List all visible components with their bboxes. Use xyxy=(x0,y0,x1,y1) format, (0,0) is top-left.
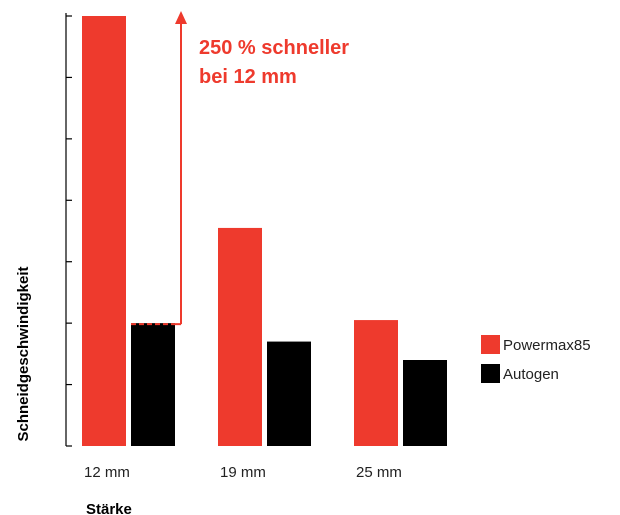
bar-autogen-12mm xyxy=(131,323,175,446)
bar-powermax85-19mm xyxy=(218,227,262,446)
annotation-arrowhead xyxy=(175,11,187,24)
bar-autogen-19mm xyxy=(267,341,311,446)
annotation-layer: 250 % schneller bei 12 mm xyxy=(131,11,349,326)
legend-swatch-autogen xyxy=(481,364,500,383)
x-tick-label: 25 mm xyxy=(356,464,402,481)
bar-powermax85-12mm xyxy=(82,16,126,446)
x-tick-label: 12 mm xyxy=(84,464,130,481)
bars-layer xyxy=(82,16,447,446)
bar-powermax85-25mm xyxy=(354,320,398,446)
legend-label-powermax85: Powermax85 xyxy=(503,337,591,354)
axis-layer: 12 mm 19 mm 25 mm xyxy=(65,13,402,481)
annotation-text-line: bei 12 mm xyxy=(199,66,297,88)
legend-swatch-powermax85 xyxy=(481,335,500,354)
bar-autogen-25mm xyxy=(403,360,447,446)
x-axis-title: Stärke xyxy=(86,501,132,515)
legend-label-autogen: Autogen xyxy=(503,366,559,383)
x-tick-label: 19 mm xyxy=(220,464,266,481)
annotation-text-line: 250 % schneller xyxy=(199,37,349,59)
legend: Powermax85 Autogen xyxy=(481,335,591,383)
y-axis-title: Schneidgeschwindigkeit xyxy=(15,266,32,441)
